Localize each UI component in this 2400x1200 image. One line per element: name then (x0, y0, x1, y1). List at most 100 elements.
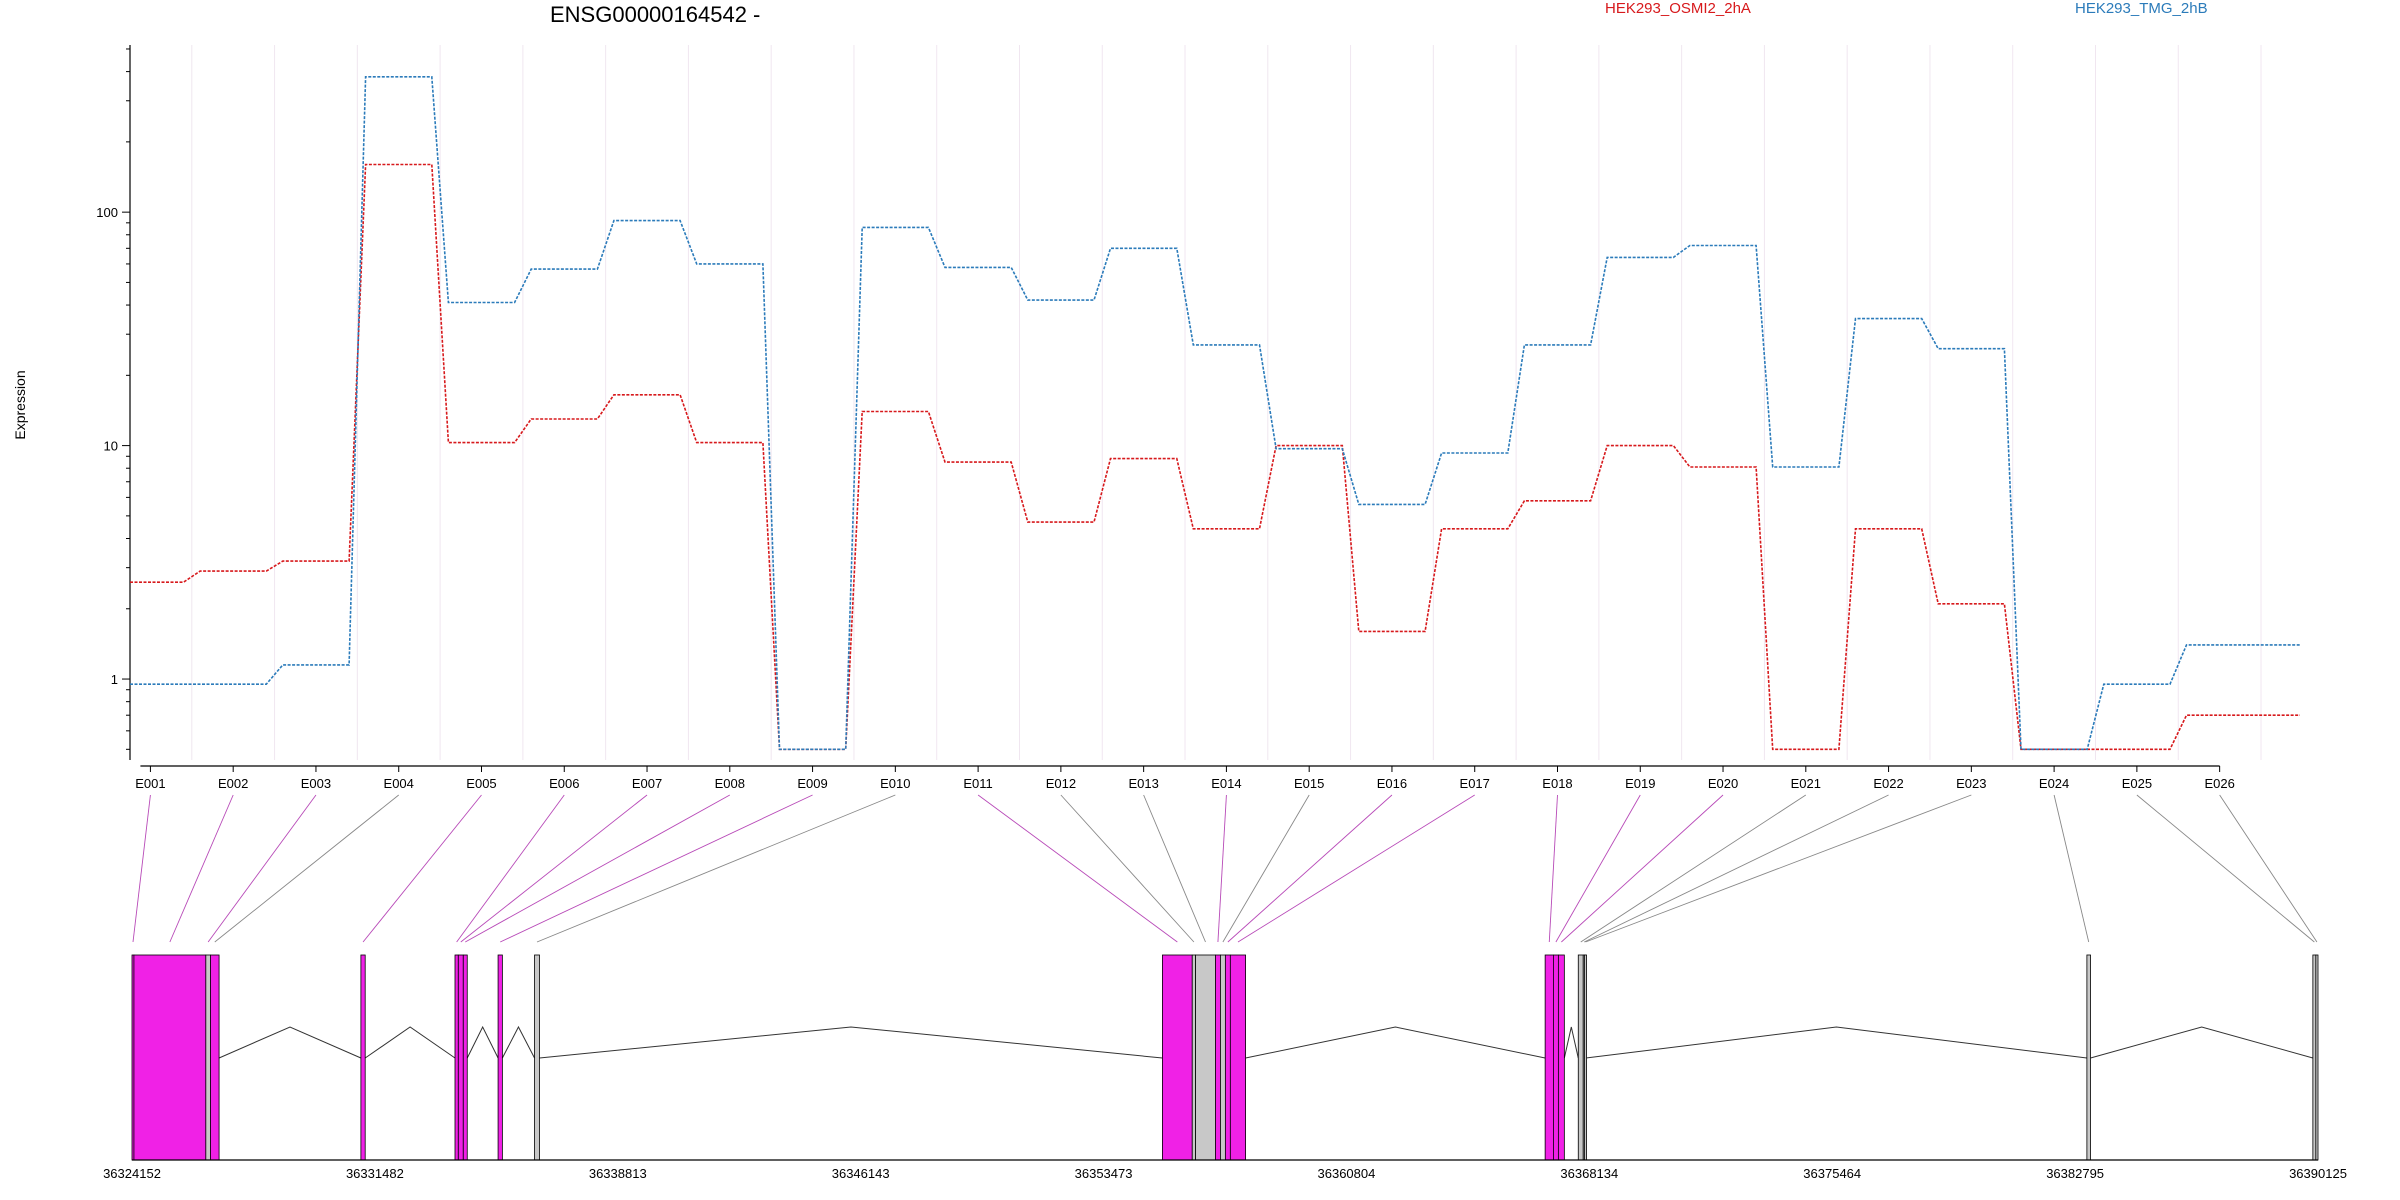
connector-E013 (1143, 794, 1206, 943)
connector-E020 (1561, 794, 1724, 943)
coordinate-label: 36360804 (1318, 1166, 1376, 1181)
exon-block-E025 (2312, 954, 2317, 1161)
y-tick-label: 10 (104, 439, 118, 454)
x-tick-label: E001 (135, 776, 165, 791)
legend-label-series-1: HEK293_OSMI2_2hA (1605, 0, 1751, 17)
x-tick-label: E017 (1460, 776, 1490, 791)
x-tick-label: E019 (1625, 776, 1655, 791)
connector-E023 (1585, 794, 1972, 943)
coordinate-label: 36368134 (1560, 1166, 1618, 1181)
exon-block-E014 (1215, 954, 1221, 1161)
coordinate-label: 36353473 (1075, 1166, 1133, 1181)
connector-E025 (2136, 794, 2315, 943)
connector-E010 (536, 794, 896, 943)
chart-title: ENSG00000164542 - (550, 2, 760, 27)
x-tick-label: E014 (1211, 776, 1241, 791)
x-tick-label: E004 (384, 776, 414, 791)
exon-block-E010 (534, 954, 540, 1161)
intron-line (2090, 1026, 2313, 1059)
exon-block-E012 (1191, 954, 1196, 1161)
intron-line (1563, 1026, 1579, 1059)
connector-E006 (456, 794, 565, 943)
intron-line (539, 1026, 1163, 1059)
intron-line (1245, 1026, 1546, 1059)
x-tick-label: E018 (1542, 776, 1572, 791)
y-axis: 1 10 100 (96, 45, 131, 760)
x-axis: E001 E002 E003 E004 E005 E006 E007 E008 E009 E010… (135, 765, 2235, 791)
exon-block-E011 (1162, 954, 1193, 1161)
x-tick-label: E016 (1377, 776, 1407, 791)
connector-E016 (1227, 794, 1393, 943)
y-axis-title: Expression (12, 370, 28, 439)
x-tick-label: E009 (797, 776, 827, 791)
intron-line (218, 1026, 362, 1059)
x-tick-label: E020 (1708, 776, 1738, 791)
exon-block-E019 (1553, 954, 1559, 1161)
coordinate-label: 36324152 (103, 1166, 161, 1181)
x-tick-label: E024 (2039, 776, 2069, 791)
x-tick-label: E008 (715, 776, 745, 791)
x-tick-label: E002 (218, 776, 248, 791)
connector-E008 (465, 794, 731, 943)
coordinate-label: 36331482 (346, 1166, 404, 1181)
y-tick-label: 1 (111, 672, 118, 687)
exon-block-E006 (454, 954, 459, 1161)
x-tick-label: E026 (2204, 776, 2234, 791)
coordinate-label: 36346143 (832, 1166, 890, 1181)
series-line-2 (130, 76, 2300, 751)
exon-block-E008 (462, 954, 468, 1161)
exon-block-E021 (1577, 954, 1584, 1161)
exon-block-E020 (1557, 954, 1565, 1161)
exon-block-E007 (457, 954, 464, 1161)
connector-E004 (214, 794, 400, 943)
connector-E009 (500, 794, 813, 943)
connector-E001 (132, 794, 151, 943)
connector-E002 (169, 794, 234, 943)
connector-E021 (1580, 794, 1807, 943)
y-tick-label: 100 (96, 205, 118, 220)
legend-label-series-2: HEK293_TMG_2hB (2075, 0, 2208, 17)
exon-block-E009 (497, 954, 503, 1161)
genomic-coordinate-axis: 36324152 36331482 36338813 36346143 36353473… (103, 1159, 2347, 1181)
exon-block-E024 (2086, 954, 2091, 1161)
exon-block-E017 (1229, 954, 1246, 1161)
x-tick-label: E015 (1294, 776, 1324, 791)
connector-E022 (1584, 794, 1889, 943)
connector-E017 (1237, 794, 1475, 943)
x-tick-label: E025 (2122, 776, 2152, 791)
gridlines (191, 45, 2262, 760)
exon-block-E003 (205, 954, 211, 1161)
x-tick-label: E023 (1956, 776, 1986, 791)
x-tick-label: E010 (880, 776, 910, 791)
gene-model (131, 954, 2319, 1161)
connector-E012 (1060, 794, 1195, 943)
coordinate-label: 36338813 (589, 1166, 647, 1181)
connector-E007 (460, 794, 648, 943)
connector-E014 (1217, 794, 1227, 943)
connector-E005 (362, 794, 482, 943)
x-tick-label: E021 (1791, 776, 1821, 791)
x-tick-label: E022 (1873, 776, 1903, 791)
intron-line (364, 1026, 456, 1059)
connector-E024 (2053, 794, 2090, 943)
x-tick-label: E007 (632, 776, 662, 791)
x-tick-label: E005 (466, 776, 496, 791)
connector-E015 (1222, 794, 1310, 943)
exon-block-E015 (1220, 954, 1226, 1161)
coordinate-label: 36390125 (2289, 1166, 2347, 1181)
exon-block-E026 (2315, 954, 2319, 1161)
connector-E018 (1548, 794, 1558, 943)
connector-E026 (2219, 794, 2318, 943)
exon-block-E005 (360, 954, 366, 1161)
intron-line (1585, 1026, 2087, 1059)
connector-E011 (977, 794, 1178, 943)
exon-block-E018 (1544, 954, 1554, 1161)
exon-block-E013 (1195, 954, 1216, 1161)
connector-E003 (207, 794, 317, 943)
coordinate-label: 36382795 (2046, 1166, 2104, 1181)
exon-block-E002 (133, 954, 207, 1161)
exon-block-E023 (1584, 954, 1587, 1161)
x-tick-label: E011 (963, 776, 992, 791)
x-tick-label: E006 (549, 776, 579, 791)
